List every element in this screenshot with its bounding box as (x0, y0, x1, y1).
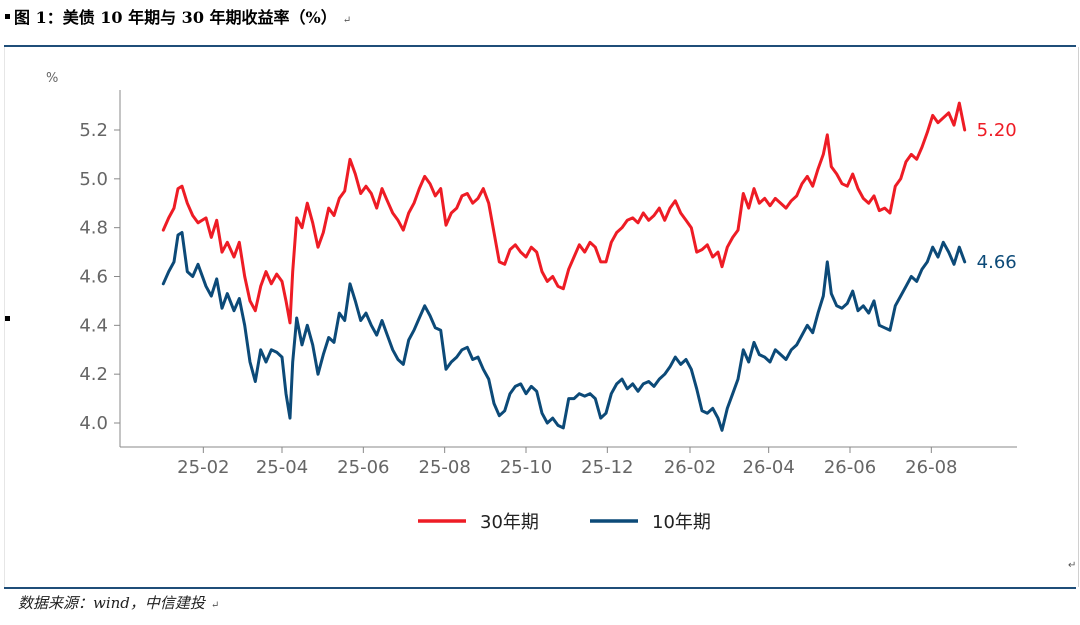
paragraph-mark-icon: ↵ (342, 15, 352, 26)
y-axis: 4.0 4.2 4.4 4.6 4.8 5.0 5.2 (79, 90, 121, 447)
title-rule (4, 45, 1076, 47)
y-tick-label: 5.2 (79, 120, 108, 141)
source-note: 数据来源：wind，中信建投 ↵ (18, 592, 219, 613)
source-rule (4, 587, 1076, 589)
list-bullet (5, 316, 10, 321)
x-axis: 25-02 25-04 25-06 25-08 25-10 25-12 26-02 26-04… (120, 446, 1017, 478)
paragraph-mark-icon: ↵ (1068, 560, 1077, 571)
end-labels: 5.20 4.66 (977, 120, 1017, 273)
list-bullet (5, 14, 10, 19)
frame-left-border (4, 47, 5, 587)
x-tick-label: 25-02 (177, 457, 229, 478)
x-tick-label: 26-02 (664, 457, 716, 478)
series-end-label: 5.20 (977, 120, 1017, 141)
y-tick-label: 4.6 (79, 267, 108, 288)
x-tick-label: 25-06 (337, 457, 389, 478)
legend-label: 10年期 (652, 512, 711, 533)
x-tick-label: 25-10 (500, 457, 552, 478)
yield-chart: % 4.04.24.44.64.85.05.2 25-02 25-04 25-06 2… (46, 71, 1017, 533)
x-tick-label: 25-12 (581, 457, 633, 478)
series-end-label: 4.66 (977, 252, 1017, 273)
figure-title: 图 1：美债 10 年期与 30 年期收益率（%） ↵ (14, 4, 351, 28)
y-tick-label: 4.4 (79, 315, 108, 336)
series-line-10y (161, 231, 967, 432)
y-tick-label: 4.0 (79, 413, 108, 434)
y-tick-label: 5.0 (79, 169, 108, 190)
y-tick-label: 4.2 (79, 364, 108, 385)
series-layer (161, 101, 967, 432)
x-tick-label: 26-08 (905, 457, 957, 478)
chart-legend: 30年期 10年期 (418, 512, 711, 533)
x-tick-label: 25-04 (256, 457, 308, 478)
legend-label: 30年期 (480, 512, 539, 533)
y-axis-unit-label: % (46, 71, 58, 86)
y-tick-label: 4.8 (79, 218, 108, 239)
x-tick-label: 25-08 (419, 457, 471, 478)
series-line-30y (161, 101, 967, 325)
figure-title-text: 图 1：美债 10 年期与 30 年期收益率（%） (14, 8, 337, 27)
frame-right-border (1078, 47, 1079, 587)
x-tick-label: 26-04 (743, 457, 795, 478)
paragraph-mark-icon: ↵ (210, 600, 220, 611)
x-tick-label: 26-06 (824, 457, 876, 478)
source-text: 数据来源：wind，中信建投 (18, 594, 205, 612)
